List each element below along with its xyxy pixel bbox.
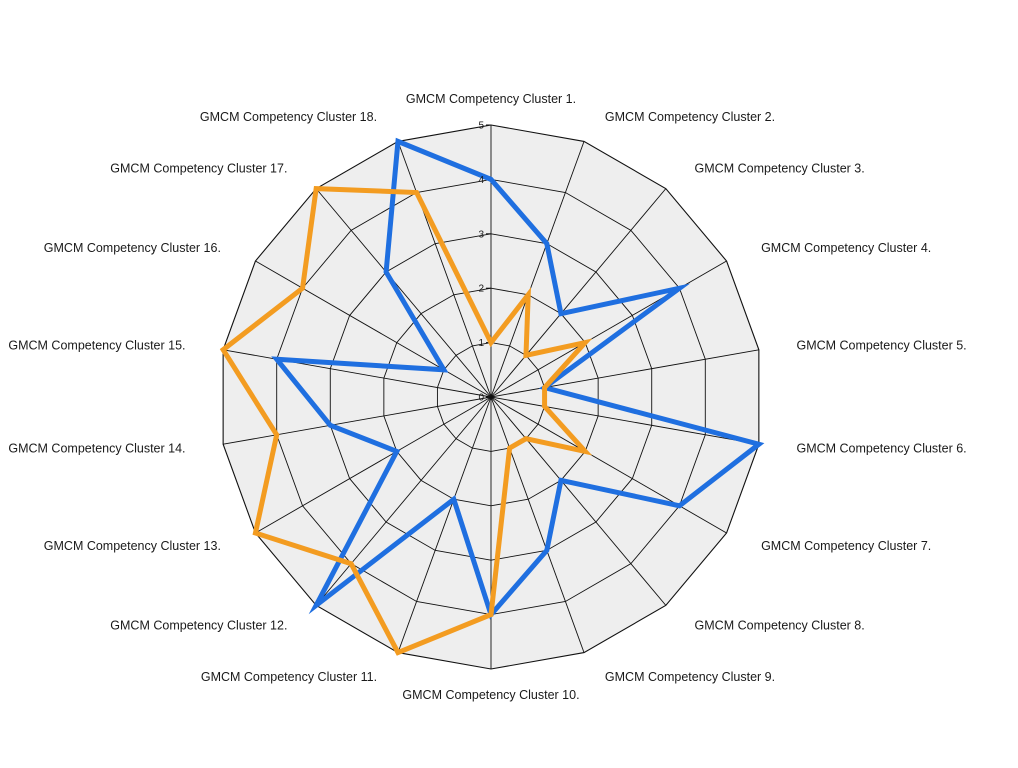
radial-tick-label: 3 xyxy=(478,229,484,240)
radial-tick-label: 2 xyxy=(478,284,484,295)
grid-spoke xyxy=(490,188,667,398)
grid-spoke xyxy=(490,396,585,653)
grid-spoke xyxy=(397,141,492,398)
category-label: GMCM Competency Cluster 11. xyxy=(201,670,377,684)
category-label: GMCM Competency Cluster 8. xyxy=(695,618,865,632)
category-label: GMCM Competency Cluster 17. xyxy=(110,162,287,176)
radial-tick-label: 5 xyxy=(478,121,484,132)
grid-spoke xyxy=(490,141,585,398)
category-label: GMCM Competency Cluster 5. xyxy=(796,338,966,352)
grid-spoke xyxy=(223,349,492,398)
grid-spoke xyxy=(490,396,667,606)
grid-spoke xyxy=(255,260,492,398)
grid-spoke xyxy=(490,260,727,398)
grid-spoke xyxy=(490,396,727,534)
category-label: GMCM Competency Cluster 10. xyxy=(402,688,579,702)
category-label: GMCM Competency Cluster 9. xyxy=(605,670,775,684)
radar-grid xyxy=(222,124,760,670)
grid-spoke xyxy=(490,396,759,445)
grid-spoke xyxy=(397,396,492,653)
category-label: GMCM Competency Cluster 7. xyxy=(761,539,931,553)
category-label: GMCM Competency Cluster 3. xyxy=(695,162,865,176)
radial-tick-label: 0 xyxy=(478,393,484,404)
grid-spoke xyxy=(255,396,492,534)
grid-spoke xyxy=(315,188,492,398)
grid-spoke xyxy=(223,396,492,445)
category-label: GMCM Competency Cluster 16. xyxy=(44,241,221,255)
category-label: GMCM Competency Cluster 12. xyxy=(110,618,287,632)
category-label: GMCM Competency Cluster 4. xyxy=(761,241,931,255)
category-labels: GMCM Competency Cluster 1. GMCM Competenc… xyxy=(8,92,966,702)
category-label: GMCM Competency Cluster 18. xyxy=(200,110,377,124)
radial-tick-label: 4 xyxy=(478,175,484,186)
category-label: GMCM Competency Cluster 2. xyxy=(605,110,775,124)
category-label: GMCM Competency Cluster 1. xyxy=(406,92,576,106)
radar-series xyxy=(219,137,765,656)
category-label: GMCM Competency Cluster 13. xyxy=(44,539,221,553)
grid-spoke xyxy=(490,349,759,398)
radial-tick-labels: 0 1 2 3 4 5 xyxy=(478,121,484,404)
grid-spoke xyxy=(315,396,492,606)
series-2-line xyxy=(219,186,593,656)
category-label: GMCM Competency Cluster 14. xyxy=(8,442,185,456)
radial-tick-label: 1 xyxy=(478,338,484,349)
category-label: GMCM Competency Cluster 15. xyxy=(8,338,185,352)
category-label: GMCM Competency Cluster 6. xyxy=(796,442,966,456)
